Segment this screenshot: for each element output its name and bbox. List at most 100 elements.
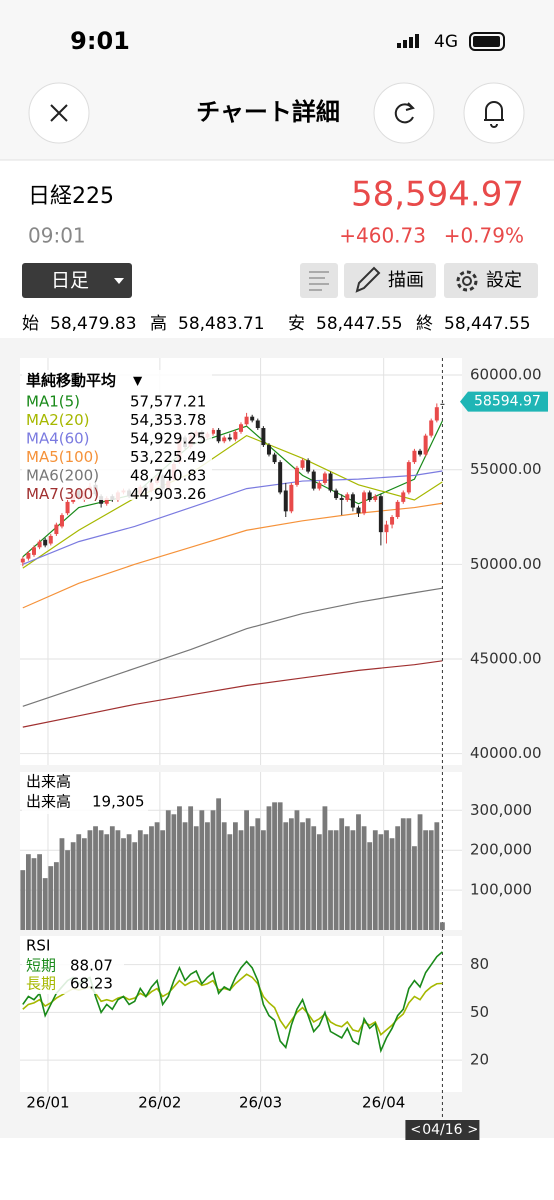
volume-bar xyxy=(423,830,429,930)
battery-level xyxy=(473,36,500,47)
candle-body xyxy=(272,454,277,463)
legend-name: MA5(100) xyxy=(26,448,99,466)
volume-bar xyxy=(87,830,93,930)
legend-value: 44,903.26 xyxy=(130,485,206,503)
volume-bar xyxy=(333,830,339,930)
close-button[interactable] xyxy=(28,82,90,144)
cursor-arrow: > xyxy=(467,1123,478,1138)
y-tick-label: 45000.00 xyxy=(470,649,542,667)
volume-bar xyxy=(249,826,255,930)
legend-title: 単純移動平均 xyxy=(26,372,116,390)
volume-bar xyxy=(31,858,37,930)
status-network: 4G xyxy=(434,32,458,52)
volume-bar xyxy=(350,830,356,930)
legend-name: 出来高 xyxy=(26,793,71,811)
volume-bar xyxy=(121,838,126,930)
status-time: 9:01 xyxy=(70,27,130,55)
candle-body xyxy=(378,496,383,533)
legend-name: 長期 xyxy=(26,975,56,993)
ohlc-label: 高 xyxy=(150,314,167,334)
volume-bar xyxy=(210,810,216,930)
volume-bar xyxy=(42,878,48,930)
volume-bar xyxy=(238,830,244,930)
volume-bar xyxy=(322,806,328,930)
volume-bar xyxy=(260,830,266,930)
candle-body xyxy=(65,501,70,514)
volume-bar xyxy=(288,818,294,930)
candle-body xyxy=(261,428,266,446)
legend-name: MA7(300) xyxy=(26,485,99,503)
candle-body xyxy=(390,517,395,525)
candle-body xyxy=(367,492,372,500)
y-tick-label: 20 xyxy=(470,1051,489,1069)
signal-icon xyxy=(397,34,419,48)
y-tick-label: 100,000 xyxy=(470,881,532,899)
volume-bar xyxy=(149,826,154,930)
cursor-arrow: < xyxy=(410,1123,421,1138)
volume-bar xyxy=(277,802,283,930)
candle-body xyxy=(429,420,434,436)
alert-button[interactable] xyxy=(463,82,525,144)
volume-bar xyxy=(171,814,177,930)
volume-bar xyxy=(417,814,423,930)
candle-body xyxy=(239,424,243,432)
volume-bar xyxy=(76,834,82,930)
legend-value: 68.23 xyxy=(70,975,113,993)
candle-body xyxy=(255,420,260,429)
ohlc-label: 安 xyxy=(288,314,305,334)
ohlc-value: 58,479.83 xyxy=(50,314,137,334)
volume-bar xyxy=(93,826,98,930)
volume-bar xyxy=(233,822,238,930)
ma-line xyxy=(22,420,443,558)
indicator-button[interactable] xyxy=(300,263,338,298)
x-tick-label: 26/04 xyxy=(362,1094,405,1112)
top-bar xyxy=(0,0,554,160)
legend-box xyxy=(22,772,148,814)
volume-bar xyxy=(70,842,76,930)
draw-label: 描画 xyxy=(388,270,424,291)
price: 58,594.97 xyxy=(351,175,524,215)
volume-bar xyxy=(316,834,322,930)
volume-bar xyxy=(356,814,361,930)
volume-bar xyxy=(305,818,311,930)
y-tick-label: 55000.00 xyxy=(470,460,542,478)
volume-bar xyxy=(221,822,227,930)
volume-bar xyxy=(428,830,434,930)
legend-box xyxy=(22,936,124,994)
volume-bar xyxy=(328,830,333,930)
legend-box xyxy=(22,370,212,500)
legend-title: RSI xyxy=(26,937,50,955)
period-label: 日足 xyxy=(51,270,89,292)
legend-value: 48,740.83 xyxy=(130,467,206,485)
volume-bar xyxy=(65,850,70,930)
draw-button[interactable]: 描画 xyxy=(344,263,436,298)
settings-button[interactable]: 設定 xyxy=(444,263,538,298)
volume-bar xyxy=(244,810,249,930)
candle-body xyxy=(54,524,59,535)
candle-body xyxy=(211,429,216,434)
cursor-label: 04/16 xyxy=(422,1122,462,1138)
ohlc-label: 始 xyxy=(22,314,39,334)
volume-bar xyxy=(406,818,412,930)
candle-body xyxy=(384,524,389,533)
volume-bar xyxy=(143,834,149,930)
volume-bar xyxy=(205,822,210,930)
candle-body xyxy=(233,431,238,440)
refresh-button[interactable] xyxy=(373,82,435,144)
price-tag-label: 58594.97 xyxy=(474,394,541,410)
volume-bar xyxy=(193,826,199,930)
x-tick-label: 26/03 xyxy=(239,1094,282,1112)
ohlc-value: 58,447.55 xyxy=(444,314,531,334)
candle-body xyxy=(216,429,221,442)
volume-bar xyxy=(283,822,289,930)
x-tick-label: 26/01 xyxy=(26,1094,69,1112)
candle-body xyxy=(350,494,355,508)
legend-value: 53,225.49 xyxy=(130,448,206,466)
period-button[interactable]: 日足 xyxy=(22,263,132,298)
cursor-tag xyxy=(405,1120,480,1140)
candle-body xyxy=(328,473,333,491)
candle-body xyxy=(266,445,271,455)
volume-bar xyxy=(20,870,26,930)
